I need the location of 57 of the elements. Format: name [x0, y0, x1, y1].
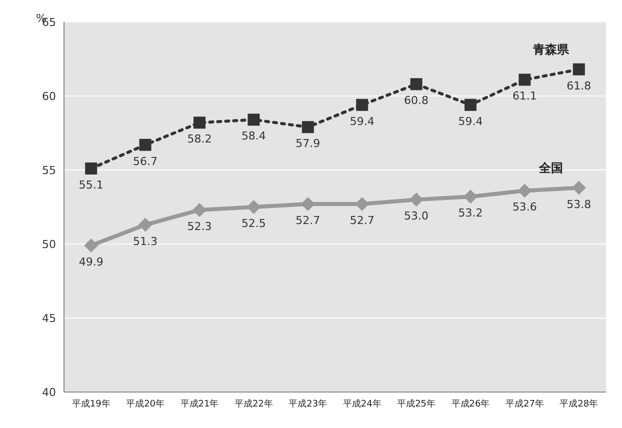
data-label: 57.9 [296, 137, 320, 150]
data-label: 53.6 [512, 200, 537, 214]
data-label: 52.7 [296, 214, 320, 228]
point [248, 114, 260, 126]
x-tick-label: 平成27年 [505, 398, 544, 410]
x-tick-label: 平成26年 [451, 398, 490, 410]
point [246, 200, 261, 214]
point [302, 121, 314, 134]
x-tick-label: 平成19年 [72, 398, 110, 410]
point [84, 238, 98, 252]
data-label: 56.7 [133, 154, 158, 168]
data-label: 53.0 [404, 210, 429, 223]
data-label: 52.7 [350, 214, 374, 228]
point [192, 202, 206, 217]
series-label: 青森県 [532, 42, 570, 56]
data-label: 61.1 [512, 90, 537, 103]
point [410, 78, 422, 90]
point [356, 98, 368, 111]
data-label: 58.2 [187, 132, 212, 146]
data-label: 53.8 [566, 198, 592, 211]
series-label: 全国 [538, 160, 563, 175]
point [572, 63, 585, 76]
data-label: 51.3 [133, 234, 158, 248]
data-label: 59.4 [350, 114, 374, 128]
data-label: 58.4 [241, 130, 266, 143]
x-tick-label: 平成22年 [234, 398, 273, 410]
y-tick-label: 40 [42, 386, 56, 399]
data-label: 60.8 [404, 94, 429, 108]
point [572, 180, 586, 195]
point [138, 218, 152, 232]
x-tick-label: 平成23年 [288, 398, 328, 410]
point [409, 192, 424, 207]
data-label: 52.3 [187, 220, 212, 233]
point [300, 197, 315, 212]
point [518, 74, 531, 86]
y-tick-label: 60 [42, 90, 56, 103]
x-tick-label: 平成21年 [180, 398, 219, 410]
x-tick-label: 平成20年 [126, 398, 165, 410]
y-tick-label: 45 [42, 312, 56, 325]
data-label: 61.8 [566, 79, 592, 92]
point [355, 197, 370, 212]
data-label: 52.5 [241, 217, 266, 230]
point [518, 184, 532, 198]
point [464, 190, 478, 204]
point [85, 162, 98, 175]
data-label: 55.1 [78, 178, 104, 192]
point [194, 116, 206, 129]
data-label: 59.4 [458, 114, 483, 128]
x-tick-label: 平成28年 [560, 398, 598, 410]
y-tick-label: 55 [42, 164, 56, 177]
y-tick-label: 50 [42, 238, 56, 251]
x-tick-label: 平成24年 [342, 398, 382, 410]
x-tick-label: 平成25年 [397, 398, 436, 410]
point [139, 138, 152, 151]
data-label: 53.2 [458, 206, 483, 220]
point [464, 98, 476, 111]
data-label: 49.9 [78, 255, 104, 268]
